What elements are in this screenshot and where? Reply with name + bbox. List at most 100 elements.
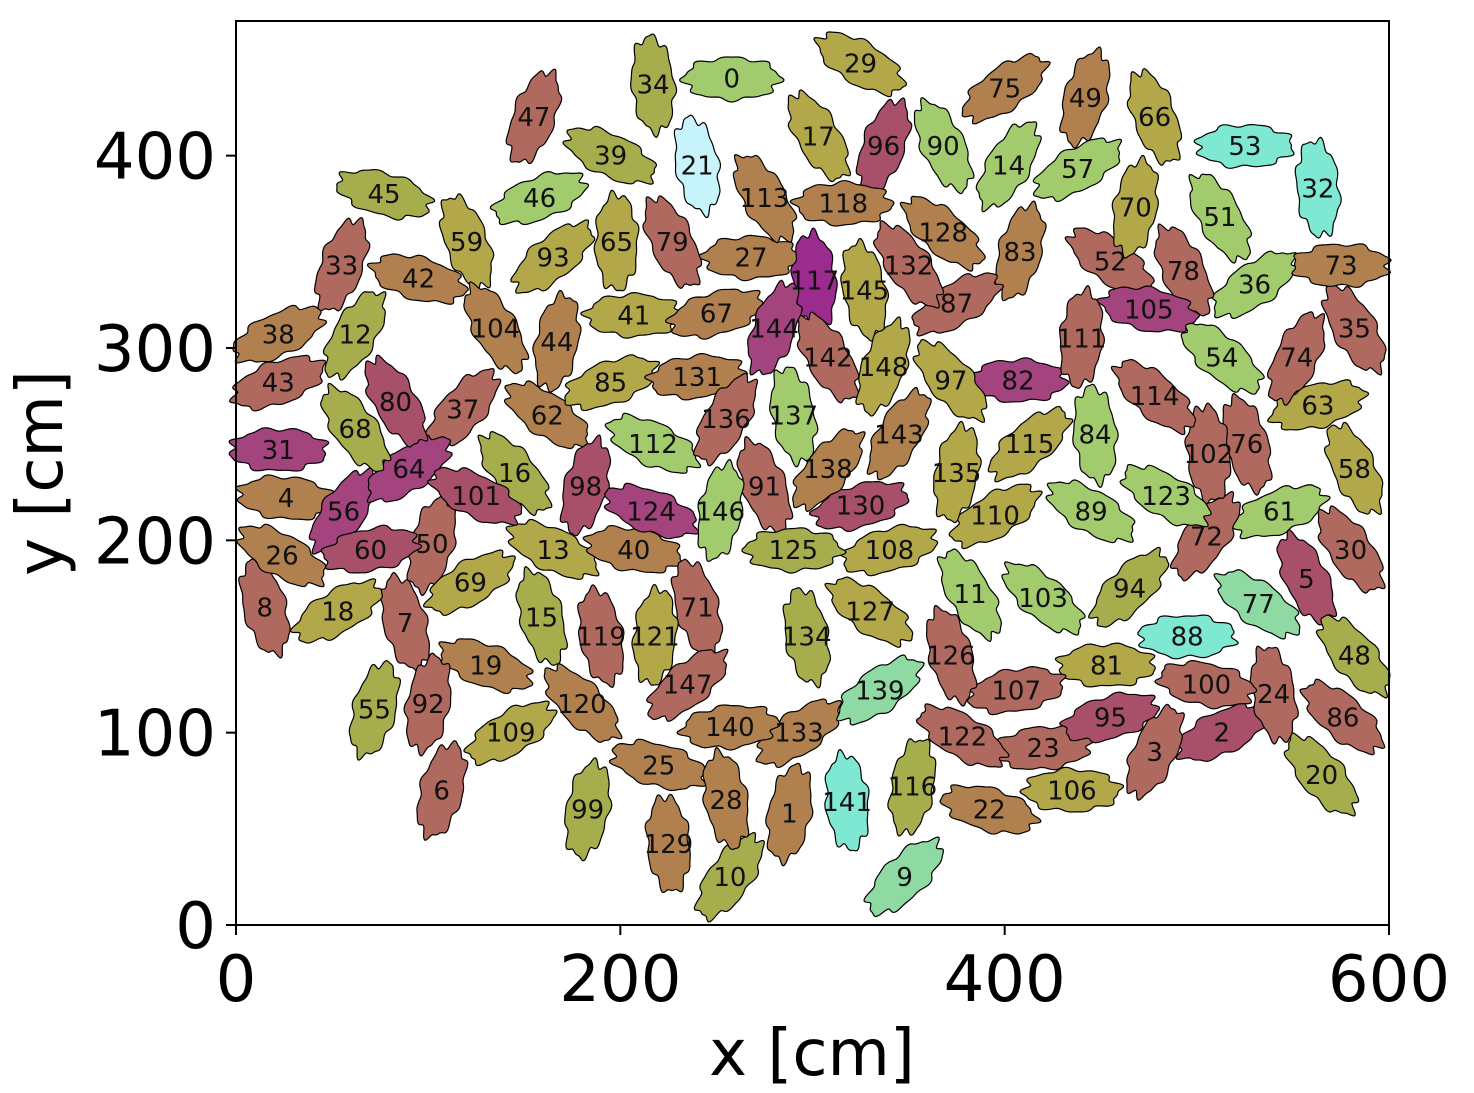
blob-50 [406, 493, 457, 597]
blob-124 [603, 482, 700, 540]
blob-86 [1299, 678, 1386, 756]
blob-75 [961, 52, 1051, 125]
blob-shape [1054, 642, 1156, 688]
blob-121 [631, 583, 679, 686]
blob-label: 47 [517, 103, 550, 133]
blob-127 [824, 576, 914, 648]
blob-label: 137 [768, 401, 818, 431]
blob-label: 74 [1280, 344, 1313, 374]
blob-label: 32 [1301, 174, 1334, 204]
blob-shape [1188, 173, 1253, 264]
blob-label: 135 [932, 459, 982, 489]
blob-shape [1267, 379, 1370, 431]
blob-label: 91 [748, 473, 781, 503]
blob-label: 102 [1184, 440, 1234, 470]
blob-shape [406, 493, 457, 597]
blob-shape [813, 31, 908, 98]
blob-66 [1126, 68, 1183, 166]
blob-103 [1001, 561, 1086, 636]
blob-shape [808, 481, 910, 532]
blob-shape [732, 154, 798, 244]
blob-33 [313, 216, 371, 312]
blob-label: 37 [446, 396, 479, 426]
y-axis-label: y [cm] [4, 370, 78, 576]
blob-label: 115 [1005, 430, 1055, 460]
blob-43 [229, 354, 327, 412]
blob-shape [1119, 463, 1212, 528]
blob-12 [322, 291, 387, 381]
blob-label: 72 [1190, 523, 1223, 553]
blob-label: 125 [768, 536, 818, 566]
blob-label: 129 [644, 830, 694, 860]
blob-114 [1110, 358, 1197, 436]
blob-label: 134 [782, 623, 832, 653]
blob-label: 128 [918, 219, 968, 249]
blob-label: 118 [818, 190, 868, 220]
blob-41 [580, 291, 684, 339]
blob-label: 103 [1018, 584, 1068, 614]
blob-113 [732, 154, 798, 244]
blob-115 [987, 405, 1074, 483]
blob-label: 145 [840, 276, 890, 306]
blob-108 [839, 523, 939, 577]
blob-label: 83 [1003, 238, 1036, 268]
blob-shape [1193, 124, 1295, 169]
blob-label: 142 [803, 344, 853, 374]
blob-label: 131 [672, 363, 722, 393]
blob-shape [887, 738, 937, 837]
blob-shape [608, 738, 707, 792]
blob-141 [824, 748, 870, 852]
blob-label: 59 [450, 228, 483, 258]
blob-shape [693, 372, 759, 467]
blob-47 [505, 68, 563, 165]
blob-label: 144 [749, 315, 799, 345]
blob-57 [1032, 137, 1123, 203]
blob-label: 111 [1057, 324, 1107, 354]
blob-91 [736, 435, 794, 535]
blob-label: 38 [262, 321, 295, 351]
blob-label: 101 [451, 482, 501, 512]
blob-shape [926, 604, 978, 707]
blob-shape [1072, 383, 1119, 488]
blob-shape [646, 648, 729, 722]
blob-label: 58 [1338, 455, 1371, 485]
blob-shape [678, 56, 785, 103]
blob-90 [913, 96, 975, 195]
blob-label: 11 [954, 580, 987, 610]
x-tick-label: 0 [216, 943, 257, 1017]
blob-29 [813, 31, 908, 98]
blob-shape [313, 216, 371, 312]
blob-18 [289, 578, 384, 644]
blob-label: 119 [576, 623, 626, 653]
blob-label: 30 [1334, 536, 1367, 566]
blob-label: 64 [392, 455, 425, 485]
blob-shape [796, 311, 861, 404]
blob-62 [503, 380, 590, 450]
blob-shape [961, 52, 1051, 125]
blob-112 [604, 412, 702, 474]
blob-label: 60 [354, 536, 387, 566]
blob-118 [789, 180, 895, 227]
blob-34 [630, 33, 678, 138]
blob-label: 29 [844, 49, 877, 79]
blob-label: 33 [325, 251, 358, 281]
blob-label: 114 [1130, 382, 1180, 412]
blob-label: 45 [367, 180, 400, 210]
blob-shape [824, 576, 914, 648]
blob-20 [1283, 732, 1360, 817]
blob-shape [416, 740, 469, 841]
blob-107 [966, 666, 1067, 716]
blob-67 [664, 288, 766, 340]
blob-shape [505, 68, 563, 165]
blob-1 [765, 762, 814, 867]
blob-label: 138 [803, 455, 853, 485]
blob-label: 65 [600, 228, 633, 258]
blob-129 [644, 793, 691, 894]
blob-shape [1126, 68, 1183, 166]
blob-shape [1111, 154, 1159, 259]
blob-100 [1154, 660, 1258, 710]
blob-label: 34 [636, 71, 669, 101]
blob-shape [840, 237, 889, 342]
blob-shape [1315, 614, 1391, 699]
blob-45 [336, 169, 436, 221]
